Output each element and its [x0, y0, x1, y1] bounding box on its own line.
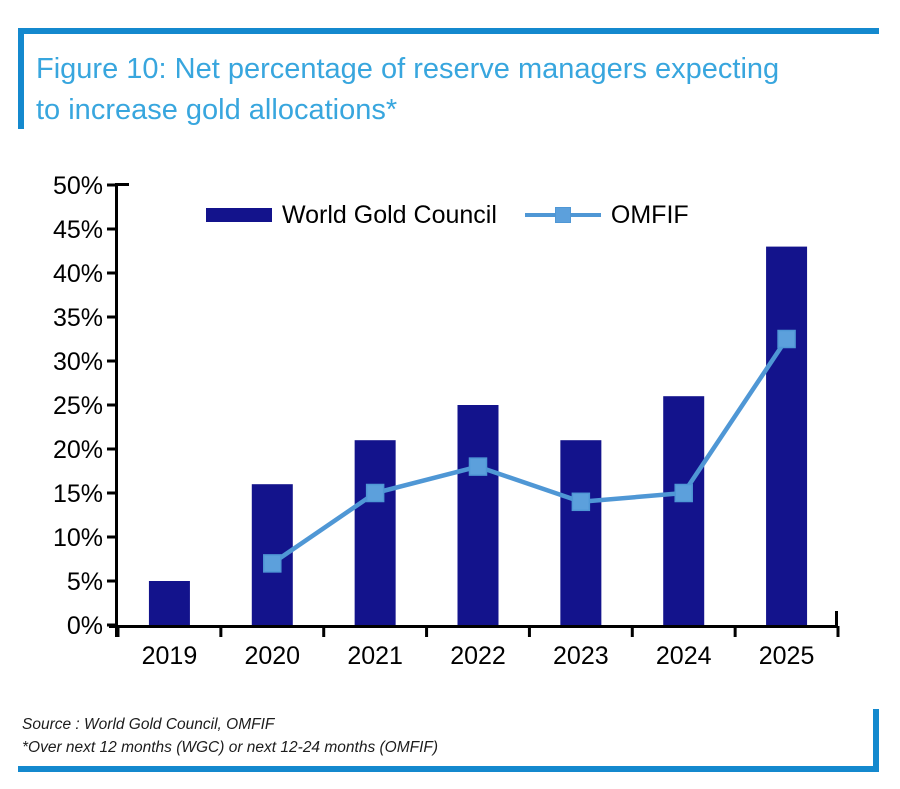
source-line: Source : World Gold Council, OMFIF: [22, 716, 275, 733]
y-tick-label: 15%: [53, 480, 103, 508]
y-tick-label: 20%: [53, 436, 103, 464]
figure-title-line2: to increase gold allocations*: [36, 94, 398, 126]
source-note: Source : World Gold Council, OMFIF *Over…: [22, 714, 438, 759]
marker-2025: [777, 329, 796, 349]
figure-title-line1: Figure 10: Net percentage of reserve man…: [36, 53, 780, 85]
y-tick-label: 30%: [53, 348, 103, 376]
y-tick-label: 10%: [53, 524, 103, 552]
legend-swatch-world-gold-council: [206, 208, 272, 222]
legend-line-sample-omfif: [524, 206, 601, 224]
marker-2021: [365, 483, 385, 503]
marker-2022: [468, 457, 488, 476]
bar-2024: [663, 396, 705, 625]
omfif-line: [271, 337, 789, 566]
x-tick-label: 2023: [553, 642, 609, 670]
marker-2023: [571, 492, 591, 512]
frame-bottom-border: [18, 766, 879, 772]
y-tick-label: 25%: [53, 392, 103, 420]
marker-2024: [674, 483, 693, 503]
legend-square-marker-icon: [554, 207, 571, 223]
bar-2022: [457, 405, 499, 625]
y-tick-label: 45%: [53, 216, 103, 244]
bar-2021: [354, 440, 396, 625]
figure-title: Figure 10: Net percentage of reserve man…: [36, 49, 876, 131]
bar-2025: [766, 246, 808, 625]
frame-top-border: [18, 28, 879, 34]
y-tick-label: 5%: [67, 568, 103, 596]
marker-2020: [263, 554, 282, 573]
bar-2023: [560, 440, 602, 625]
y-tick-label: 35%: [53, 304, 103, 332]
y-tick-label: 50%: [53, 172, 103, 200]
bar-2019: [148, 581, 190, 625]
legend-label-omfif: OMFIF: [610, 200, 689, 229]
footnote-line: *Over next 12 months (WGC) or next 12-24…: [22, 738, 439, 756]
x-tick-label: 2019: [142, 642, 198, 670]
frame-left-border: [18, 28, 24, 129]
x-tick-label: 2021: [347, 642, 403, 670]
x-tick-label: 2022: [450, 642, 506, 670]
y-tick-label: 0%: [67, 612, 103, 640]
x-tick-label: 2025: [759, 642, 815, 670]
y-tick-label: 40%: [53, 260, 103, 288]
frame-right-border: [873, 709, 879, 772]
x-tick-label: 2020: [244, 642, 300, 670]
legend-label-world-gold-council: World Gold Council: [282, 200, 497, 229]
x-tick-label: 2024: [656, 642, 712, 670]
chart-legend: World Gold Council OMFIF: [206, 200, 689, 230]
